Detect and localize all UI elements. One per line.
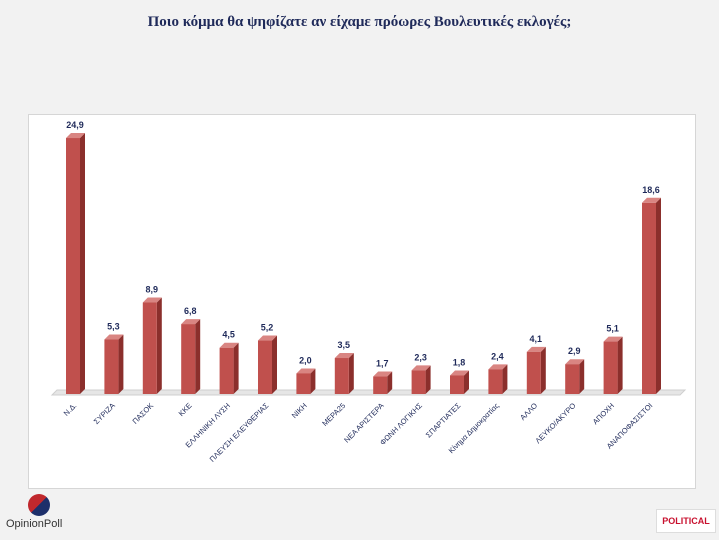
bar-top (373, 371, 393, 377)
bar (181, 324, 196, 394)
bar-side (425, 365, 431, 394)
category-label: ΚΚΕ (177, 401, 194, 418)
bar-side (195, 319, 201, 394)
bar-chart: 24,9Ν.Δ.5,3ΣΥΡΙΖΑ8,9ΠΑΣΟΚ6,8ΚΚΕ4,5ΕΛΛΗΝΙ… (50, 120, 687, 464)
political-logo: POLITICAL (656, 509, 716, 533)
bar-top (104, 334, 124, 340)
bar-top (488, 364, 508, 370)
bar (411, 370, 426, 394)
bar-side (156, 297, 162, 394)
category-label: Ν.Δ. (62, 401, 79, 418)
opinionpoll-logo: OpinionPoll (6, 494, 86, 534)
bar-side (310, 368, 316, 394)
data-label: 4,1 (530, 334, 543, 344)
data-label: 24,9 (66, 120, 84, 130)
opinionpoll-logo-icon (28, 494, 50, 516)
chart-floor (50, 389, 687, 396)
data-label: 2,0 (299, 355, 312, 365)
bar-side (656, 197, 661, 394)
category-label: ΠΑΣΟΚ (131, 401, 156, 426)
chart-title: Ποιο κόμμα θα ψηφίζατε αν είχαμε πρόωρες… (147, 14, 572, 30)
data-label: 1,7 (376, 359, 389, 369)
bar-top (450, 370, 469, 376)
bar (142, 302, 157, 394)
data-label: 1,8 (453, 357, 466, 367)
chart-area: 24,9 Ν.Δ. 5,3 ΣΥΡΙΖΑ 8,9 ΠΑΣΟΚ 6,8 ΚΚΕ 4,5 ΕΛΛΗΝΙ… (28, 114, 696, 489)
bar (565, 364, 580, 394)
bar-top (334, 353, 354, 359)
category-label: ΝΙΚΗ (290, 401, 309, 420)
data-label: 5,2 (261, 323, 274, 333)
bar-top (642, 197, 661, 203)
category-label: ΣΠΑΡΤΙΑΤΕΣ (424, 401, 463, 440)
bar (603, 341, 618, 394)
bar (450, 375, 464, 394)
data-label: 18,6 (642, 185, 660, 195)
data-label: 8,9 (146, 285, 159, 295)
bar (642, 202, 656, 394)
bar (66, 138, 80, 394)
bar (219, 347, 234, 394)
bar (258, 340, 272, 394)
bar (373, 376, 388, 394)
bar-side (617, 336, 623, 394)
data-label: 2,3 (414, 352, 427, 362)
bar-top (66, 133, 85, 139)
bar (488, 369, 503, 394)
opinionpoll-logo-text: OpinionPoll (6, 518, 63, 530)
data-label: 2,4 (491, 351, 504, 361)
bar-side (540, 346, 546, 394)
bar-side (579, 359, 585, 394)
bar-top (296, 368, 316, 374)
data-label: 6,8 (184, 306, 197, 316)
bar-side (464, 370, 469, 394)
bar-top (142, 297, 162, 303)
bar-side (233, 342, 239, 394)
data-label: 3,5 (338, 340, 351, 350)
bar-side (502, 364, 508, 394)
bar (526, 351, 541, 394)
bar-top (526, 346, 546, 352)
data-label: 2,9 (568, 346, 581, 356)
bar (334, 358, 349, 394)
category-label: ΛΕΥΚΟ/ΑΚΥΡΟ (533, 401, 577, 445)
bar-side (387, 371, 393, 394)
bar-side (272, 335, 277, 394)
bar-top (258, 335, 277, 341)
bar (296, 373, 311, 394)
bar-side (348, 353, 354, 394)
bar-top (603, 336, 623, 342)
bar-side (80, 133, 85, 394)
political-logo-text: POLITICAL (662, 516, 710, 526)
data-label: 5,3 (107, 322, 120, 332)
bar-top (219, 342, 239, 348)
bar-top (181, 319, 201, 325)
category-label: ΜΕΡΑ25 (320, 401, 347, 428)
category-label: ΑΛΛΟ (518, 401, 539, 422)
bar-top (411, 365, 431, 371)
bar-top (565, 359, 585, 365)
bar-side (118, 334, 124, 394)
bar (104, 339, 119, 394)
category-label: ΑΠΟΧΗ (591, 401, 616, 426)
data-label: 4,5 (222, 330, 235, 340)
category-label: ΝΕΑ ΑΡΙΣΤΕΡΑ (342, 401, 385, 444)
data-label: 5,1 (606, 324, 619, 334)
category-label: ΣΥΡΙΖΑ (92, 401, 117, 426)
